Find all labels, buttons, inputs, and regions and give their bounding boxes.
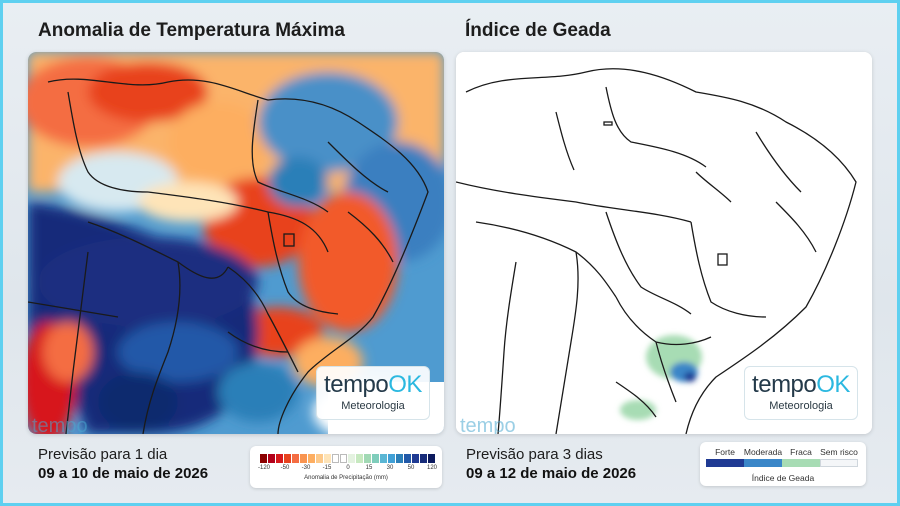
precipitation-legend-swatch [332, 454, 339, 463]
brand-logo-box: tempoOK Meteorologia [316, 366, 430, 420]
precipitation-legend-swatch [260, 454, 267, 463]
precipitation-anomaly-legend: Anomalia de Precipitação (mm) -120 -50 -30… [250, 446, 442, 488]
svg-text:tempo: tempo [460, 415, 516, 434]
brand-logo-box-2: tempoOK Meteorologia [744, 366, 858, 420]
precipitation-legend-swatch [284, 454, 291, 463]
frost-legend-swatch [744, 459, 782, 467]
temperature-anomaly-map-image: tempo [28, 52, 444, 434]
right-forecast-dates: 09 a 12 de maio de 2026 [466, 465, 637, 482]
precipitation-legend-tick: -15 [322, 465, 332, 471]
precipitation-legend-tick: -50 [280, 465, 290, 471]
frost-legend-label: Moderada [743, 447, 783, 457]
svg-text:tempo: tempo [32, 415, 88, 434]
precipitation-legend-swatch [300, 454, 307, 463]
frost-legend-label: Fraca [790, 447, 812, 457]
precipitation-legend-tick: -120 [257, 465, 271, 471]
precipitation-legend-tick: -30 [301, 465, 311, 471]
precipitation-legend-swatch [396, 454, 403, 463]
brand-logo-2: tempoOK [745, 371, 857, 399]
frost-legend-label: Forte [715, 447, 735, 457]
brand-logo-accent: OK [388, 371, 422, 398]
precipitation-legend-tick: 0 [346, 465, 350, 471]
precipitation-legend-swatch [420, 454, 427, 463]
frost-legend-label: Sem risco [820, 447, 858, 457]
frost-legend-swatch [820, 459, 858, 467]
precipitation-legend-tick: 50 [407, 465, 415, 471]
brand-logo-main: tempo [324, 371, 389, 398]
precipitation-legend-tick: 15 [365, 465, 373, 471]
brand-logo-main-2: tempo [752, 371, 817, 398]
right-panel-title: Índice de Geada [465, 20, 611, 41]
precipitation-legend-tick: 30 [386, 465, 394, 471]
frost-legend-swatch [706, 459, 744, 467]
precipitation-legend-swatch [412, 454, 419, 463]
right-forecast-label: Previsão para 3 dias [466, 446, 603, 463]
brand-subtitle-2: Meteorologia [769, 400, 833, 412]
precipitation-legend-title: Anomalia de Precipitação (mm) [304, 475, 388, 481]
precipitation-legend-swatch [388, 454, 395, 463]
brand-subtitle: Meteorologia [341, 400, 405, 412]
precipitation-legend-swatch [372, 454, 379, 463]
precipitation-legend-swatch [276, 454, 283, 463]
precipitation-legend-swatch [316, 454, 323, 463]
precipitation-legend-tick: 120 [426, 465, 438, 471]
frost-legend-swatch [782, 459, 820, 467]
precipitation-legend-swatch [404, 454, 411, 463]
left-panel-title: Anomalia de Temperatura Máxima [38, 20, 345, 41]
precipitation-legend-swatch [356, 454, 363, 463]
temperature-anomaly-map[interactable]: tempo tempoOK Meteorologia [28, 52, 444, 434]
brand-logo: tempoOK [317, 371, 429, 399]
frost-index-map[interactable]: tempo tempoOK Meteorologia [456, 52, 872, 434]
precipitation-legend-swatch [428, 454, 435, 463]
precipitation-legend-swatch [348, 454, 355, 463]
precipitation-legend-swatch [380, 454, 387, 463]
left-forecast-label: Previsão para 1 dia [38, 446, 168, 463]
precipitation-legend-swatch [364, 454, 371, 463]
precipitation-legend-swatch [324, 454, 331, 463]
frost-index-map-image: tempo [456, 52, 872, 434]
left-forecast-dates: 09 a 10 de maio de 2026 [38, 465, 209, 482]
frost-legend-title: Índice de Geada [751, 473, 815, 483]
frost-index-legend: Índice de Geada Forte Moderada Fraca Sem ri… [700, 442, 866, 486]
precipitation-legend-swatch [340, 454, 347, 463]
precipitation-legend-swatch [308, 454, 315, 463]
brand-logo-accent-2: OK [816, 371, 850, 398]
precipitation-legend-swatch [268, 454, 275, 463]
precipitation-legend-swatch [292, 454, 299, 463]
